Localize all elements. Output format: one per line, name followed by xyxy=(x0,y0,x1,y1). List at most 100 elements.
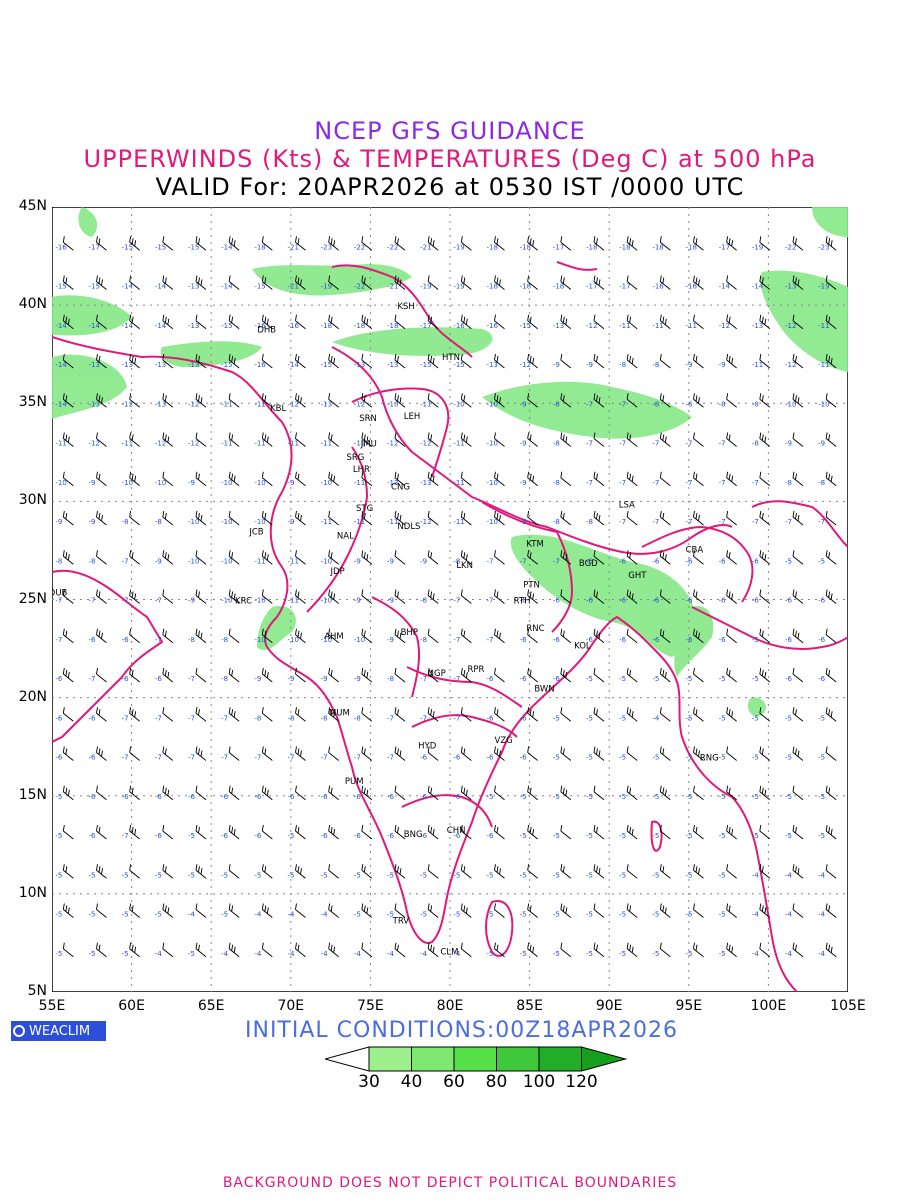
temperature-value: -14 xyxy=(122,283,134,291)
wind-barb xyxy=(825,432,837,447)
temperature-value: -5 xyxy=(520,793,527,801)
temperature-value: -5 xyxy=(652,793,659,801)
wind-barb xyxy=(792,550,804,565)
station-label: NAL xyxy=(337,532,354,542)
temperature-value: -5 xyxy=(586,950,593,958)
wind-barb xyxy=(693,903,704,918)
temperature-value: -6 xyxy=(486,832,494,840)
wind-barb xyxy=(129,275,140,290)
latitude-label: 5N xyxy=(27,983,47,999)
temperature-value: -7 xyxy=(155,636,162,644)
temperature-value: -11 xyxy=(818,361,829,369)
wind-barb xyxy=(494,785,505,801)
wind-barb xyxy=(427,864,439,879)
wind-barb xyxy=(560,903,572,918)
wind-barb xyxy=(96,393,107,408)
temperature-value: -9 xyxy=(287,479,294,487)
wind-barb xyxy=(394,510,406,526)
temperature-value: -7 xyxy=(652,518,659,526)
wind-barb xyxy=(825,393,837,408)
temperature-value: -5 xyxy=(652,832,659,840)
wind-barb xyxy=(693,864,704,879)
temperature-value: -10 xyxy=(486,440,497,448)
temperature-value: -16 xyxy=(685,283,697,291)
wind-barb xyxy=(759,785,771,801)
wind-barb xyxy=(527,785,538,801)
station-label: CNG xyxy=(391,483,410,493)
temperature-value: -9 xyxy=(155,557,162,565)
station-label: RNG xyxy=(700,753,719,763)
wind-barb xyxy=(659,236,671,251)
wind-barb xyxy=(427,550,439,565)
wind-barb xyxy=(162,353,174,369)
wind-barb xyxy=(295,824,306,840)
temperature-value: -5 xyxy=(652,675,659,683)
temperature-value: -22 xyxy=(354,243,365,251)
wind-barb xyxy=(659,314,671,330)
temperature-value: -18 xyxy=(387,322,398,330)
temperature-value: -7 xyxy=(354,754,361,762)
wind-barb xyxy=(560,589,572,604)
wind-barb xyxy=(460,942,472,958)
temperature-value: -7 xyxy=(155,597,162,605)
wind-barb xyxy=(361,510,373,526)
wind-barb xyxy=(626,550,638,565)
latitude-label: 30N xyxy=(18,492,47,509)
temperature-value: -16 xyxy=(254,322,266,330)
temperature-value: -17 xyxy=(420,322,431,330)
temperature-value: -5 xyxy=(818,557,825,565)
wind-barb xyxy=(328,550,339,565)
temperature-value: -13 xyxy=(155,400,166,408)
wind-barb xyxy=(129,550,140,565)
temperature-grid: -16 -17 -15 -15 -15 -14 -18 -21 -23 -22 -22 -21 -19 -… xyxy=(55,243,829,958)
wind-barb xyxy=(693,353,704,369)
temperature-value: -8 xyxy=(553,400,560,408)
temperature-value: -12 xyxy=(88,440,99,448)
temperature-value: -5 xyxy=(818,754,825,762)
temperature-value: -15 xyxy=(188,243,199,251)
wind-barb xyxy=(394,353,406,369)
temperature-value: -5 xyxy=(553,714,560,722)
wind-barb xyxy=(560,628,572,644)
wind-barb xyxy=(560,785,572,801)
wind-barb xyxy=(394,314,406,330)
temperature-value: -9 xyxy=(387,636,394,644)
temperature-value: -6 xyxy=(619,636,627,644)
wind-barb xyxy=(527,667,538,683)
temperature-value: -18 xyxy=(619,243,630,251)
wind-speed-shading xyxy=(52,207,848,717)
wind-barb xyxy=(328,942,339,958)
station-label: RPR xyxy=(467,665,484,675)
wind-barb xyxy=(195,746,207,761)
wind-barb xyxy=(494,903,505,918)
wind-barb xyxy=(295,785,306,801)
temperature-value: -10 xyxy=(287,636,298,644)
wind-barb xyxy=(162,864,174,879)
temperature-value: -8 xyxy=(55,557,62,565)
wind-barb xyxy=(825,667,837,683)
wind-barb xyxy=(62,746,74,761)
wind-barb xyxy=(693,432,704,447)
temperature-value: -10 xyxy=(254,479,265,487)
temperature-value: -6 xyxy=(719,597,727,605)
wind-barb xyxy=(361,785,373,801)
wind-barb xyxy=(792,746,804,761)
temperature-value: -4 xyxy=(752,911,760,919)
temperature-value: -6 xyxy=(321,793,329,801)
wind-barb xyxy=(460,432,472,447)
temperature-value: -5 xyxy=(719,950,726,958)
temperature-value: -5 xyxy=(88,871,95,879)
temperature-value: -6 xyxy=(88,793,96,801)
temperature-value: -9 xyxy=(321,675,328,683)
wind-barb xyxy=(96,432,107,447)
wind-barb xyxy=(328,589,339,604)
temperature-value: -14 xyxy=(221,243,233,251)
wind-barb xyxy=(659,785,671,801)
temperature-value: -9 xyxy=(354,675,361,683)
wind-barb xyxy=(427,785,439,801)
temperature-value: -12 xyxy=(785,322,796,330)
temperature-value: -6 xyxy=(685,636,693,644)
temperature-value: -5 xyxy=(122,950,129,958)
temperature-value: -11 xyxy=(818,322,829,330)
wind-barb xyxy=(96,510,107,526)
